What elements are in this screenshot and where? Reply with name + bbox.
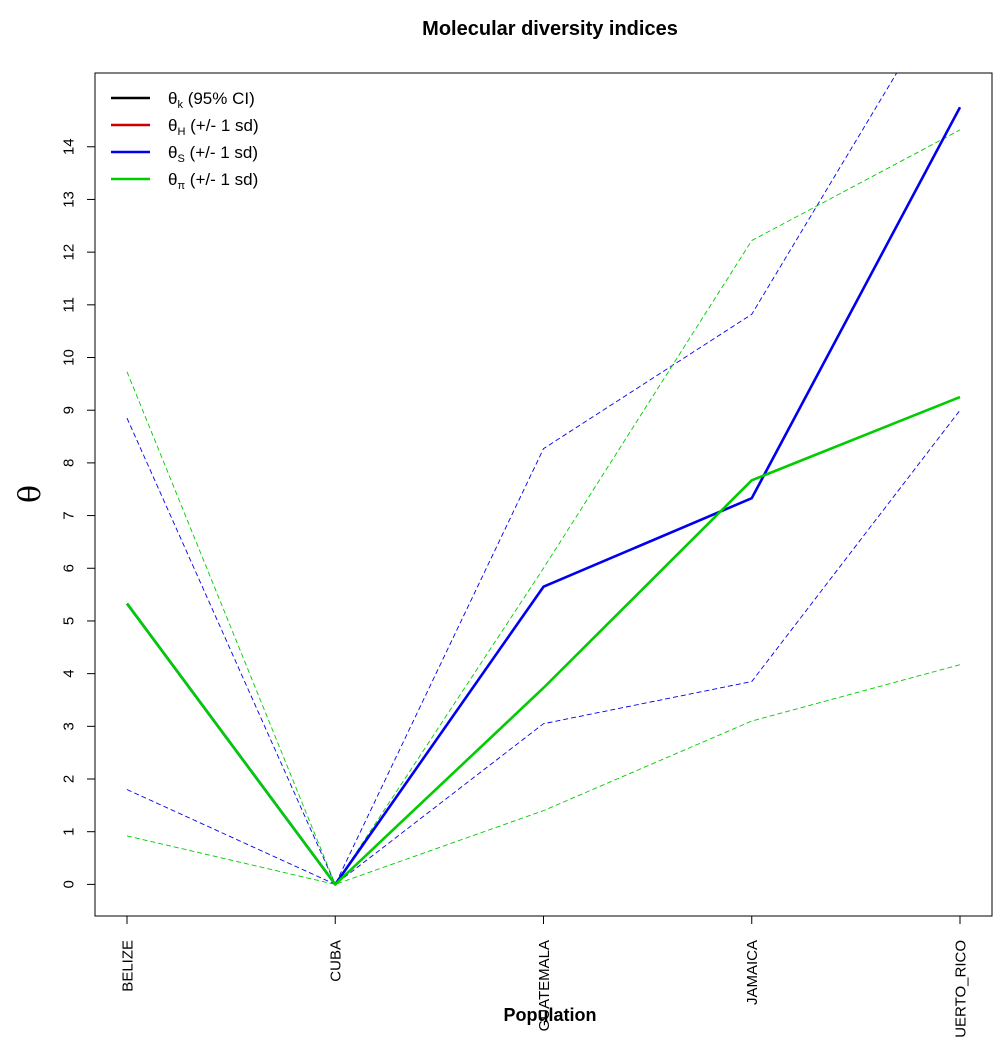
chart-title: Molecular diversity indices <box>422 18 678 40</box>
y-tick-label: 9 <box>60 406 77 414</box>
legend-entry: θk (95% CI) <box>168 89 255 111</box>
y-tick-label: 11 <box>60 297 77 313</box>
series-line-θπ-upper <box>126 129 961 885</box>
x-tick-label: BELIZE <box>119 940 136 992</box>
y-tick-label: 10 <box>60 349 77 366</box>
series-line-θπ-lower <box>126 664 961 885</box>
y-tick-label: 1 <box>60 828 77 836</box>
y-tick-label: 6 <box>60 564 77 572</box>
legend-entry: θH (+/- 1 sd) <box>168 116 259 138</box>
legend: θk (95% CI) θH (+/- 1 sd) θS (+/- 1 sd) θπ … <box>111 89 259 192</box>
legend-entry: θπ (+/- 1 sd) <box>168 170 258 192</box>
y-tick-label: 0 <box>60 880 77 888</box>
x-tick-label: GUATEMALA <box>536 940 553 1031</box>
y-tick-label: 8 <box>60 459 77 467</box>
series-line-θS-upper <box>126 73 898 885</box>
y-tick-label: 5 <box>60 617 77 625</box>
plot-frame <box>94 72 993 917</box>
y-tick-label: 13 <box>60 191 77 208</box>
x-tick-label: CUBA <box>328 940 345 982</box>
y-tick-label: 12 <box>60 244 77 261</box>
x-axis-label: Population <box>504 1005 597 1025</box>
x-axis: BELIZE CUBA GUATEMALA JAMAICA PUERTO_RICO <box>119 916 969 1037</box>
y-tick-label: 14 <box>60 138 77 155</box>
legend-entry: θS (+/- 1 sd) <box>168 143 258 165</box>
y-tick-label: 3 <box>60 722 77 730</box>
x-tick-label: PUERTO_RICO <box>952 940 969 1037</box>
y-tick-label: 7 <box>60 511 77 519</box>
series-line-θS <box>125 106 962 886</box>
y-tick-label: 2 <box>60 775 77 783</box>
series-line-θπ <box>125 395 961 886</box>
x-tick-label: JAMAICA <box>744 940 761 1005</box>
y-tick-label: 4 <box>60 669 77 677</box>
series-line-θS-lower <box>126 409 961 885</box>
series-layer <box>125 73 962 886</box>
y-axis-label: θ <box>13 485 48 503</box>
